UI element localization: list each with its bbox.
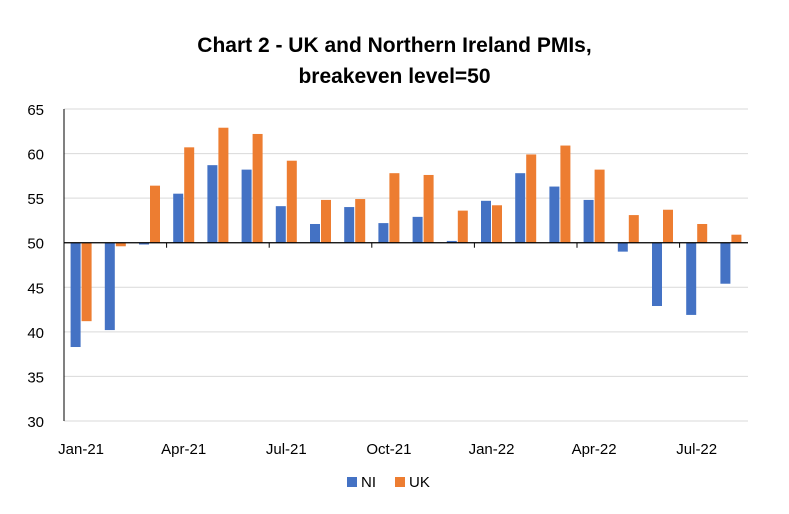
bar-ni-jan-22	[481, 200, 491, 243]
chart-title-line-2: breakeven level=50	[298, 65, 491, 88]
bar-uk-feb-22	[526, 154, 537, 243]
bar-uk-mar-21	[150, 185, 160, 243]
bar-uk-apr-21	[184, 147, 195, 243]
x-tick-label: Jul-22	[676, 441, 717, 458]
bar-uk-sep-21	[355, 199, 366, 243]
bar-ni-aug-22	[720, 242, 731, 284]
bar-ni-jun-21	[241, 169, 252, 243]
bar-ni-mar-22	[549, 186, 560, 243]
x-tick-label: Oct-21	[366, 441, 411, 458]
legend-swatch-ni	[347, 477, 357, 487]
bar-ni-jul-22	[686, 242, 697, 315]
bar-uk-nov-21	[423, 174, 434, 243]
bar-uk-dec-21	[457, 210, 468, 243]
x-tick-label: Apr-22	[572, 441, 617, 458]
bar-uk-may-22	[628, 215, 639, 243]
y-tick-label: 30	[27, 414, 44, 431]
bar-ni-jun-22	[652, 242, 662, 307]
bar-uk-jul-22	[697, 223, 708, 243]
bar-ni-may-22	[617, 242, 628, 252]
bar-uk-jan-21	[81, 242, 92, 322]
y-tick-label: 45	[27, 280, 44, 297]
y-tick-label: 50	[27, 236, 44, 253]
y-tick-label: 65	[27, 102, 44, 119]
x-tick-label: Jan-22	[469, 441, 515, 458]
bar-uk-mar-22	[560, 145, 571, 243]
bar-uk-oct-21	[389, 173, 400, 243]
chart-title: Chart 2 - UK and Northern Ireland PMIs, …	[0, 30, 789, 92]
bar-ni-apr-21	[173, 193, 184, 243]
bar-uk-aug-21	[321, 199, 331, 243]
bar-ni-dec-21	[446, 240, 457, 243]
bar-uk-apr-22	[594, 169, 605, 243]
x-tick-label: Jan-21	[58, 441, 104, 458]
bar-ni-may-21	[207, 165, 218, 243]
bar-ni-jan-21	[70, 242, 81, 348]
bar-ni-mar-21	[139, 242, 149, 245]
bar-uk-jul-21	[286, 160, 297, 243]
bar-ni-apr-22	[583, 199, 594, 243]
x-tick-label: Jul-21	[266, 441, 307, 458]
y-tick-label: 60	[27, 147, 44, 164]
bar-ni-aug-21	[310, 223, 320, 243]
bar-ni-oct-21	[378, 223, 389, 243]
bar-ni-sep-21	[344, 207, 355, 243]
legend-swatch-uk	[395, 477, 405, 487]
bar-uk-feb-21	[115, 242, 126, 247]
bar-uk-aug-22	[731, 234, 742, 243]
bar-ni-nov-21	[412, 216, 423, 243]
chart-title-line-1: Chart 2 - UK and Northern Ireland PMIs,	[197, 34, 592, 57]
bar-ni-feb-21	[104, 242, 115, 331]
y-tick-label: 40	[27, 325, 44, 342]
legend-label-ni: NI	[361, 474, 376, 491]
bar-uk-jun-21	[252, 133, 263, 243]
legend-label-uk: UK	[409, 474, 430, 491]
y-tick-label: 35	[27, 369, 44, 386]
bar-uk-jan-22	[492, 205, 502, 243]
bar-ni-jul-21	[275, 206, 286, 243]
bar-uk-may-21	[218, 127, 229, 243]
bar-ni-feb-22	[515, 173, 526, 243]
bar-uk-jun-22	[663, 209, 673, 243]
x-tick-label: Apr-21	[161, 441, 206, 458]
y-tick-label: 55	[27, 191, 44, 208]
